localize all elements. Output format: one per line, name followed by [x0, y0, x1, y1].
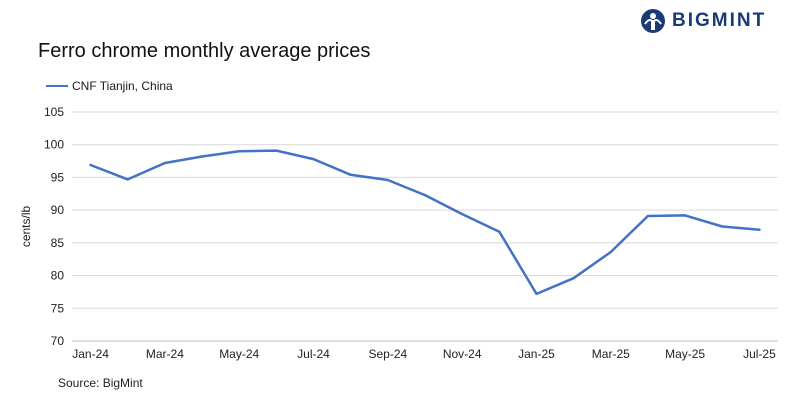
x-tick-label: May-24	[219, 347, 259, 361]
data-point	[460, 212, 464, 216]
y-tick-label: 85	[51, 236, 65, 250]
legend-label: CNF Tianjin, China	[72, 79, 173, 93]
y-tick-label: 100	[44, 138, 64, 152]
data-point	[683, 214, 687, 217]
y-tick-label: 80	[51, 269, 65, 283]
data-point	[89, 163, 92, 167]
data-point	[275, 149, 278, 152]
data-point	[758, 228, 761, 231]
data-point	[498, 230, 501, 233]
x-tick-label: May-25	[665, 347, 705, 361]
data-point	[721, 225, 724, 228]
data-point	[423, 193, 427, 197]
legend-swatch	[46, 85, 68, 87]
x-tick-label: Jul-24	[297, 347, 330, 361]
x-tick-label: Sep-24	[368, 347, 407, 361]
source-note: Source: BigMint	[58, 376, 143, 390]
y-axis-label: cents/lb	[19, 205, 33, 247]
chart-legend: CNF Tianjin, China	[46, 79, 173, 93]
x-tick-label: Mar-25	[592, 347, 630, 361]
data-point	[126, 178, 129, 181]
series-line	[89, 149, 761, 296]
x-tick-label: Jan-25	[518, 347, 555, 361]
y-tick-label: 70	[51, 334, 65, 348]
chart-title: Ferro chrome monthly average prices	[38, 40, 371, 62]
y-tick-label: 75	[51, 301, 65, 315]
data-point	[349, 173, 352, 177]
data-point	[535, 292, 538, 296]
data-point	[312, 157, 315, 161]
y-tick-label: 105	[44, 105, 64, 119]
y-tick-label: 90	[51, 203, 65, 217]
y-tick-label: 95	[51, 170, 65, 184]
data-point	[386, 178, 390, 182]
bigmint-logo: BIGMINT	[640, 8, 766, 34]
data-point	[609, 250, 612, 254]
data-point	[238, 150, 241, 153]
data-point	[200, 155, 204, 158]
x-tick-label: Mar-24	[146, 347, 184, 361]
x-tick-label: Jul-25	[743, 347, 776, 361]
x-tick-label: Jan-24	[72, 347, 109, 361]
brand-emblem-icon	[641, 9, 665, 33]
data-point	[163, 161, 167, 165]
x-tick-label: Nov-24	[443, 347, 482, 361]
data-point	[572, 276, 575, 280]
brand-name: BIGMINT	[672, 10, 767, 31]
data-point	[646, 214, 650, 218]
